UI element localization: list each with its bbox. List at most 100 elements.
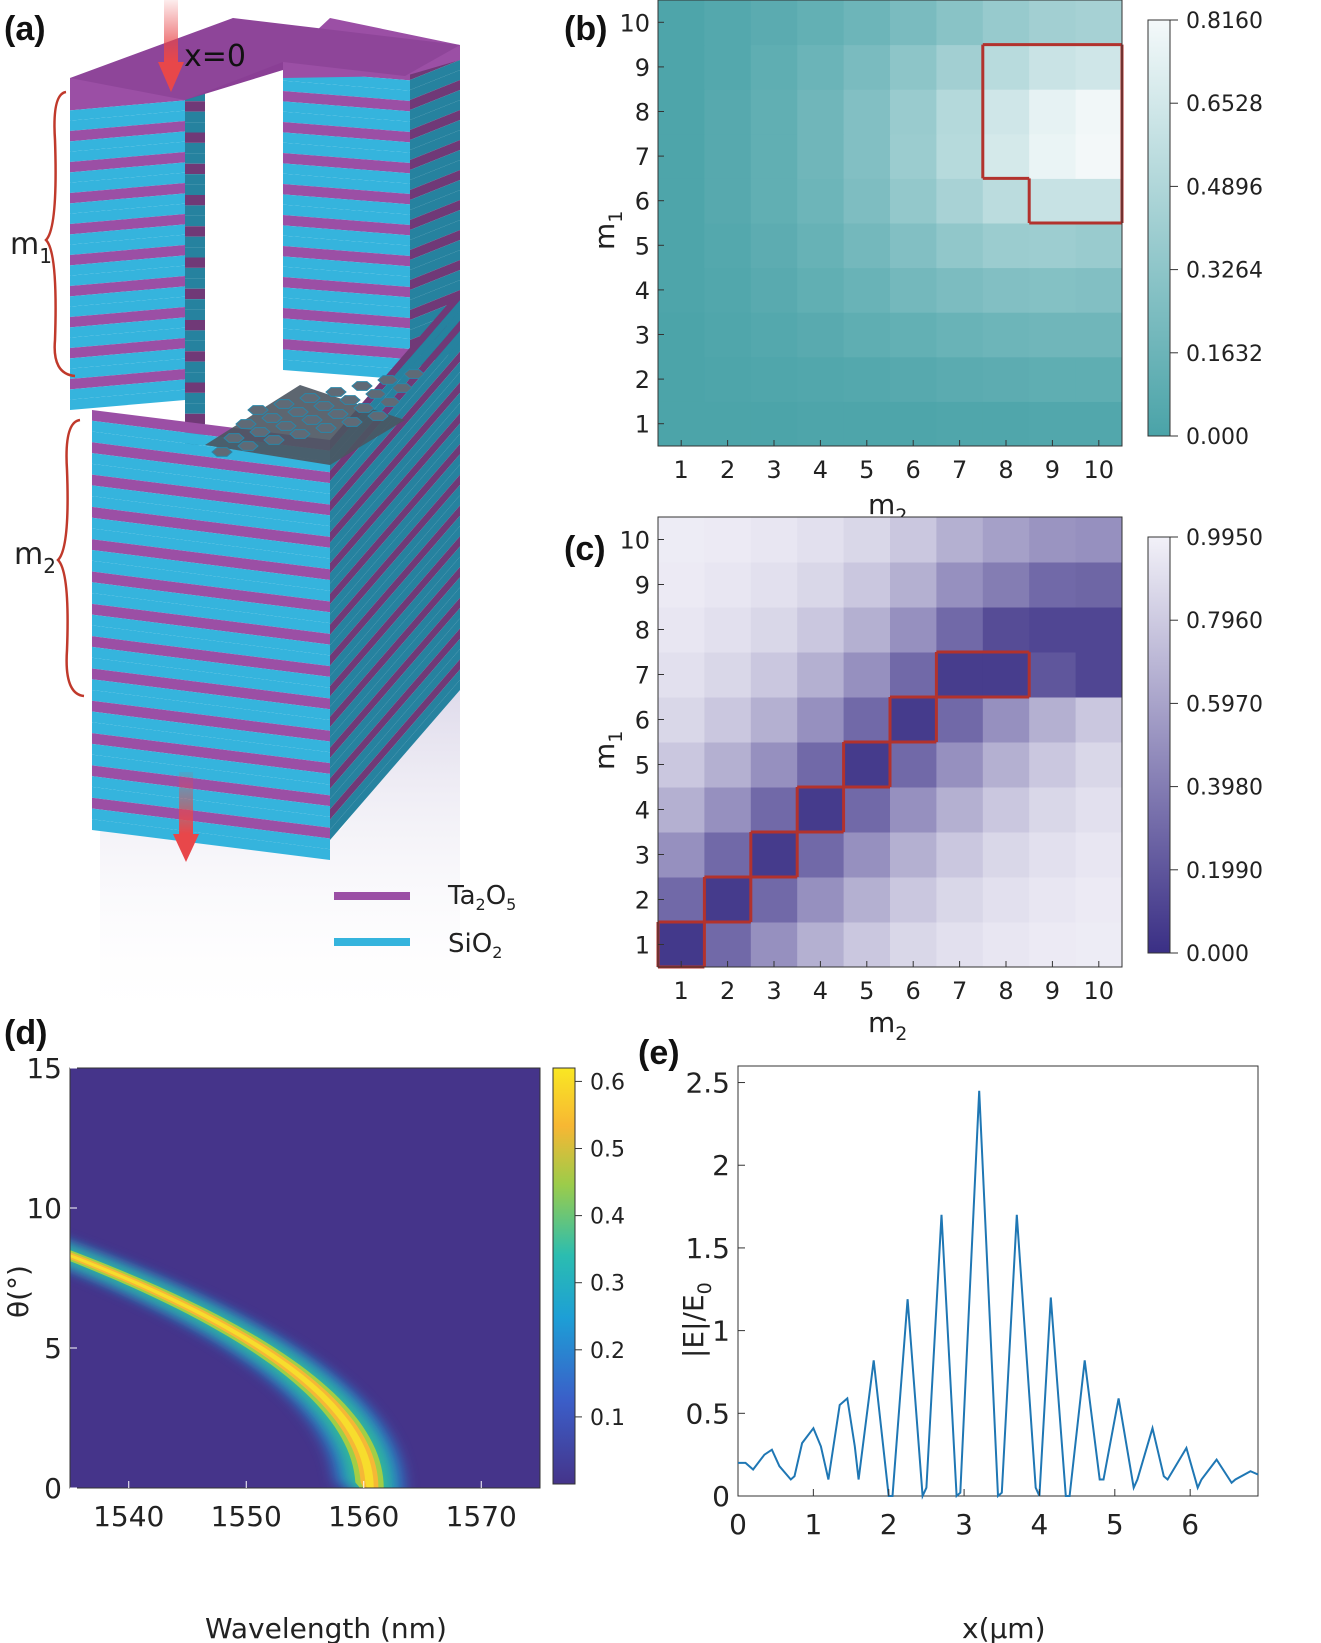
heatmap-cell [982, 697, 1030, 743]
heatmap-cell [982, 0, 1030, 46]
x-tick-label: 7 [952, 977, 967, 1005]
heatmap-cell [658, 877, 705, 923]
m1-label: m1 [10, 227, 52, 268]
colorbar-tick-label: 0.7960 [1186, 609, 1263, 634]
layer-inner-wall [185, 267, 205, 279]
heatmap-cell [936, 44, 984, 90]
layer-front-lower [92, 711, 330, 753]
layer-left-upper [70, 317, 185, 338]
panel-label-e: (e) [638, 1034, 680, 1072]
heatmap-cell [704, 922, 752, 968]
layer-left-upper [70, 389, 185, 410]
layer-left-upper [70, 152, 185, 173]
layer-right-upper [283, 235, 410, 256]
layer-side-lower [330, 402, 460, 564]
heatmap-cell [1029, 44, 1077, 90]
layer-right-upper-side [410, 230, 460, 260]
heatmap-cell [658, 312, 705, 358]
layer-right-upper-side [410, 140, 460, 170]
layer-left-upper [70, 100, 185, 121]
output-arrow-icon [173, 834, 199, 862]
heatmap-cell [1029, 178, 1077, 224]
layer-right-upper [283, 204, 410, 225]
y-tick-label: 2 [635, 366, 650, 394]
heatmap-cell [890, 0, 937, 46]
heatmap-cell [982, 89, 1030, 135]
heatmap-cell [797, 401, 845, 447]
layer-front-lower [92, 819, 330, 860]
layer-inner-wall [185, 340, 205, 352]
heatmap-cell [797, 178, 845, 224]
heatmap-cell [750, 922, 798, 968]
layer-right-upper-side [410, 170, 460, 200]
x-tick-label: 10 [1084, 977, 1115, 1005]
layer-side-lower [330, 372, 460, 533]
layer-right-upper [283, 308, 410, 329]
heatmap-cell [1029, 652, 1077, 698]
heatmap-cell [982, 312, 1030, 358]
heatmap-cell [750, 742, 798, 788]
colorbar-tick-label: 0.3264 [1186, 259, 1263, 284]
heatmap-cell [936, 742, 984, 788]
hexagon-cell [403, 369, 425, 379]
layer-right-upper-side [410, 60, 460, 90]
hexagon-cell [249, 427, 271, 437]
layer-left-upper [70, 172, 185, 193]
heatmap-cell [797, 832, 845, 878]
layer-inner-wall [185, 236, 205, 248]
resonance-band [70, 1241, 408, 1488]
layer-inner-wall [185, 195, 205, 206]
layer-inner-wall [185, 111, 205, 123]
layer-right-upper-side [410, 70, 460, 100]
layer-front-lower [92, 442, 330, 484]
layer-right-upper [283, 132, 410, 153]
heatmap-cell [1029, 133, 1077, 179]
heatmap-cell [1029, 89, 1077, 135]
legend-swatch-sio2 [334, 938, 410, 946]
hexagon-cell [339, 395, 361, 405]
heatmap-b-xlabel: m2 [868, 488, 907, 527]
y-tick-label: 4 [635, 797, 650, 825]
heatmap-cell [1075, 356, 1123, 402]
x-tick-label: 1560 [328, 1500, 399, 1533]
colorbar-c-ticks: 0.000 0.1990 0.3980 0.5970 0.7960 0.9950 [1170, 526, 1263, 967]
x-tick-label: 4 [1031, 1508, 1049, 1541]
layer-right-upper [283, 266, 410, 287]
layer-right-upper-side [410, 130, 460, 160]
heatmap-cell [658, 832, 705, 878]
legend-swatch-ta2o5 [334, 892, 410, 900]
layer-side-lower [330, 577, 460, 738]
heatmap-cell [750, 178, 798, 224]
heatmap-c-ticks: 11 2 2 3 3 4 4 5 5 6 6 7 7 8 8 9 9 10 10 [619, 527, 1114, 1006]
layer-front-lower [92, 506, 330, 548]
x-tick-label: 1 [674, 456, 689, 484]
colorbar-tick-label: 0.4 [590, 1205, 625, 1230]
layer-side-lower [330, 679, 460, 840]
layer-left-upper [70, 234, 185, 255]
heatmap-cell [658, 0, 705, 46]
layer-right-upper-side [410, 160, 460, 190]
layer-side-lower [330, 474, 460, 635]
y-tick-label: 4 [635, 277, 650, 305]
heatmap-cell [936, 517, 984, 563]
y-tick-label: 7 [635, 662, 650, 690]
hexagon-cell [273, 399, 295, 409]
heatmap-cell [1029, 697, 1077, 743]
layer-front-lower [92, 431, 330, 473]
position-label: x=0 [184, 39, 246, 74]
x-tick-label: 10 [1084, 456, 1115, 484]
heatmap-cell [1029, 267, 1077, 313]
heatmap-cell [658, 697, 705, 743]
layer-side-lower [330, 525, 460, 687]
hexagon-cell [289, 429, 311, 439]
heatmap-cell [936, 133, 984, 179]
layer-left-upper [70, 131, 185, 152]
heatmap-cell [1029, 223, 1077, 269]
heatmap-c-frame [657, 516, 1123, 968]
layer-front-lower [92, 603, 330, 645]
heatmap-cell [1075, 922, 1123, 968]
layer-inner-wall [185, 288, 205, 300]
hexagon-cell [315, 423, 337, 433]
layer-left-upper [70, 338, 185, 359]
hexagon-cell [367, 411, 389, 421]
